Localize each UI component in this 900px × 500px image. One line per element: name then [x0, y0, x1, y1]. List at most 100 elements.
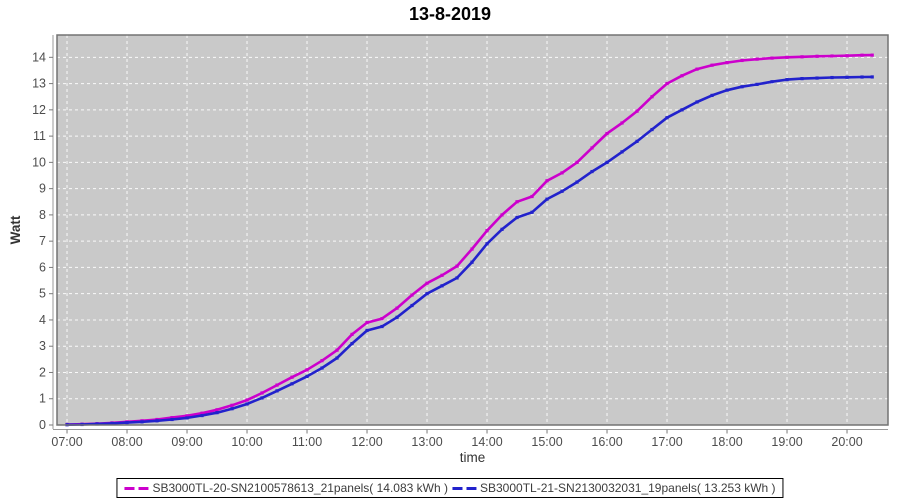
x-tick-label: 08:00 — [111, 435, 142, 449]
series-point-marker — [755, 57, 759, 61]
series-point-marker — [350, 341, 354, 346]
series-point-marker — [635, 139, 639, 143]
series-point-marker — [830, 54, 834, 58]
x-tick-label: 12:00 — [351, 435, 382, 449]
y-tick-label: 14 — [32, 50, 46, 64]
series-point-marker — [710, 93, 714, 98]
series-point-marker — [770, 56, 774, 60]
series-point-marker — [515, 200, 519, 204]
series-point-marker — [305, 374, 309, 379]
series-point-marker — [410, 293, 414, 297]
series-point-marker — [815, 76, 819, 80]
x-tick-label: 14:00 — [471, 435, 502, 449]
plot-border — [56, 34, 889, 426]
series-point-marker — [515, 215, 519, 220]
series-point-marker — [620, 150, 624, 154]
series-point-marker — [710, 63, 714, 67]
chart-legend: SB3000TL-20-SN2100578613_21panels( 14.08… — [116, 478, 784, 498]
series-point-marker — [740, 58, 744, 63]
series-point-marker — [575, 180, 579, 184]
y-axis-title: Watt — [8, 215, 23, 244]
series-point-marker — [380, 317, 384, 321]
series-point-marker — [665, 81, 669, 86]
series-point-marker — [365, 320, 369, 325]
series-point-marker — [275, 389, 279, 393]
legend-line-swatch-magenta — [124, 486, 149, 490]
series-point-marker — [230, 407, 234, 411]
series-point-marker — [830, 75, 834, 80]
series-point-marker — [170, 417, 174, 422]
series-point-marker — [290, 375, 294, 379]
series-point-marker — [725, 88, 729, 92]
series-point-marker — [455, 276, 459, 280]
series-point-marker — [425, 292, 429, 296]
series-point-marker — [620, 121, 624, 125]
series-point-marker — [740, 85, 744, 89]
series-point-marker — [170, 416, 174, 420]
series-point-marker — [485, 229, 489, 233]
y-tick-label: 6 — [39, 260, 46, 274]
series-point-marker — [380, 324, 384, 329]
legend-item-inverter-20: SB3000TL-20-SN2100578613_21panels( 14.08… — [124, 481, 448, 495]
series-point-marker — [320, 366, 324, 370]
series-point-marker — [860, 75, 864, 79]
series-point-marker — [410, 303, 414, 308]
series-point-marker — [695, 67, 699, 71]
series-point-marker — [785, 55, 789, 59]
series-point-marker — [785, 78, 789, 82]
legend-item-inverter-21: SB3000TL-21-SN2130032031_19panels( 13.25… — [452, 481, 776, 495]
series-point-marker — [110, 421, 114, 426]
series-point-marker — [560, 171, 564, 175]
series-point-marker — [215, 408, 219, 412]
series-point-marker — [575, 160, 579, 164]
x-tick-label: 17:00 — [651, 435, 682, 449]
series-point-marker — [245, 398, 249, 402]
series-point-marker — [725, 60, 729, 65]
x-tick-label: 11:00 — [292, 435, 322, 449]
series-point-marker — [305, 368, 309, 372]
x-tick-label: 19:00 — [771, 435, 802, 449]
series-point-marker — [290, 382, 294, 386]
x-tick-label: 10:00 — [231, 435, 262, 449]
series-point-marker — [590, 169, 594, 174]
y-tick-label: 4 — [39, 313, 46, 327]
series-point-marker — [125, 421, 129, 425]
series-point-marker — [350, 332, 354, 336]
y-tick-label: 9 — [39, 182, 46, 196]
series-point-marker — [425, 281, 429, 285]
series-point-marker — [200, 411, 204, 415]
y-tick-label: 12 — [32, 103, 46, 117]
series-point-marker — [845, 75, 849, 79]
series-point-marker — [650, 127, 654, 132]
series-point-marker — [650, 95, 654, 99]
x-tick-label: 07:00 — [51, 435, 82, 449]
series-point-marker — [845, 54, 849, 58]
x-tick-label: 20:00 — [831, 435, 862, 449]
series-point-marker — [870, 75, 874, 79]
series-point-marker — [870, 53, 874, 57]
series-point-marker — [860, 53, 864, 57]
series-point-marker — [560, 189, 564, 193]
series-point-marker — [335, 356, 339, 360]
series-point-marker — [800, 55, 804, 59]
series-point-marker — [755, 82, 759, 86]
series-point-marker — [485, 242, 489, 246]
series-point-marker — [320, 359, 324, 363]
legend-line-swatch-blue — [452, 486, 476, 490]
series-point-marker — [500, 213, 504, 217]
series-point-marker — [440, 273, 444, 277]
series-point-marker — [470, 260, 474, 264]
y-tick-label: 13 — [32, 77, 46, 91]
series-point-marker — [335, 348, 339, 352]
series-point-marker — [365, 328, 369, 333]
series-point-marker — [500, 227, 504, 231]
series-point-marker — [800, 76, 804, 81]
series-point-marker — [215, 411, 219, 415]
series-point-marker — [695, 100, 699, 104]
x-tick-label: 18:00 — [711, 435, 742, 449]
series-point-marker — [260, 391, 264, 395]
series-point-marker — [440, 284, 444, 288]
series-point-marker — [95, 422, 99, 426]
